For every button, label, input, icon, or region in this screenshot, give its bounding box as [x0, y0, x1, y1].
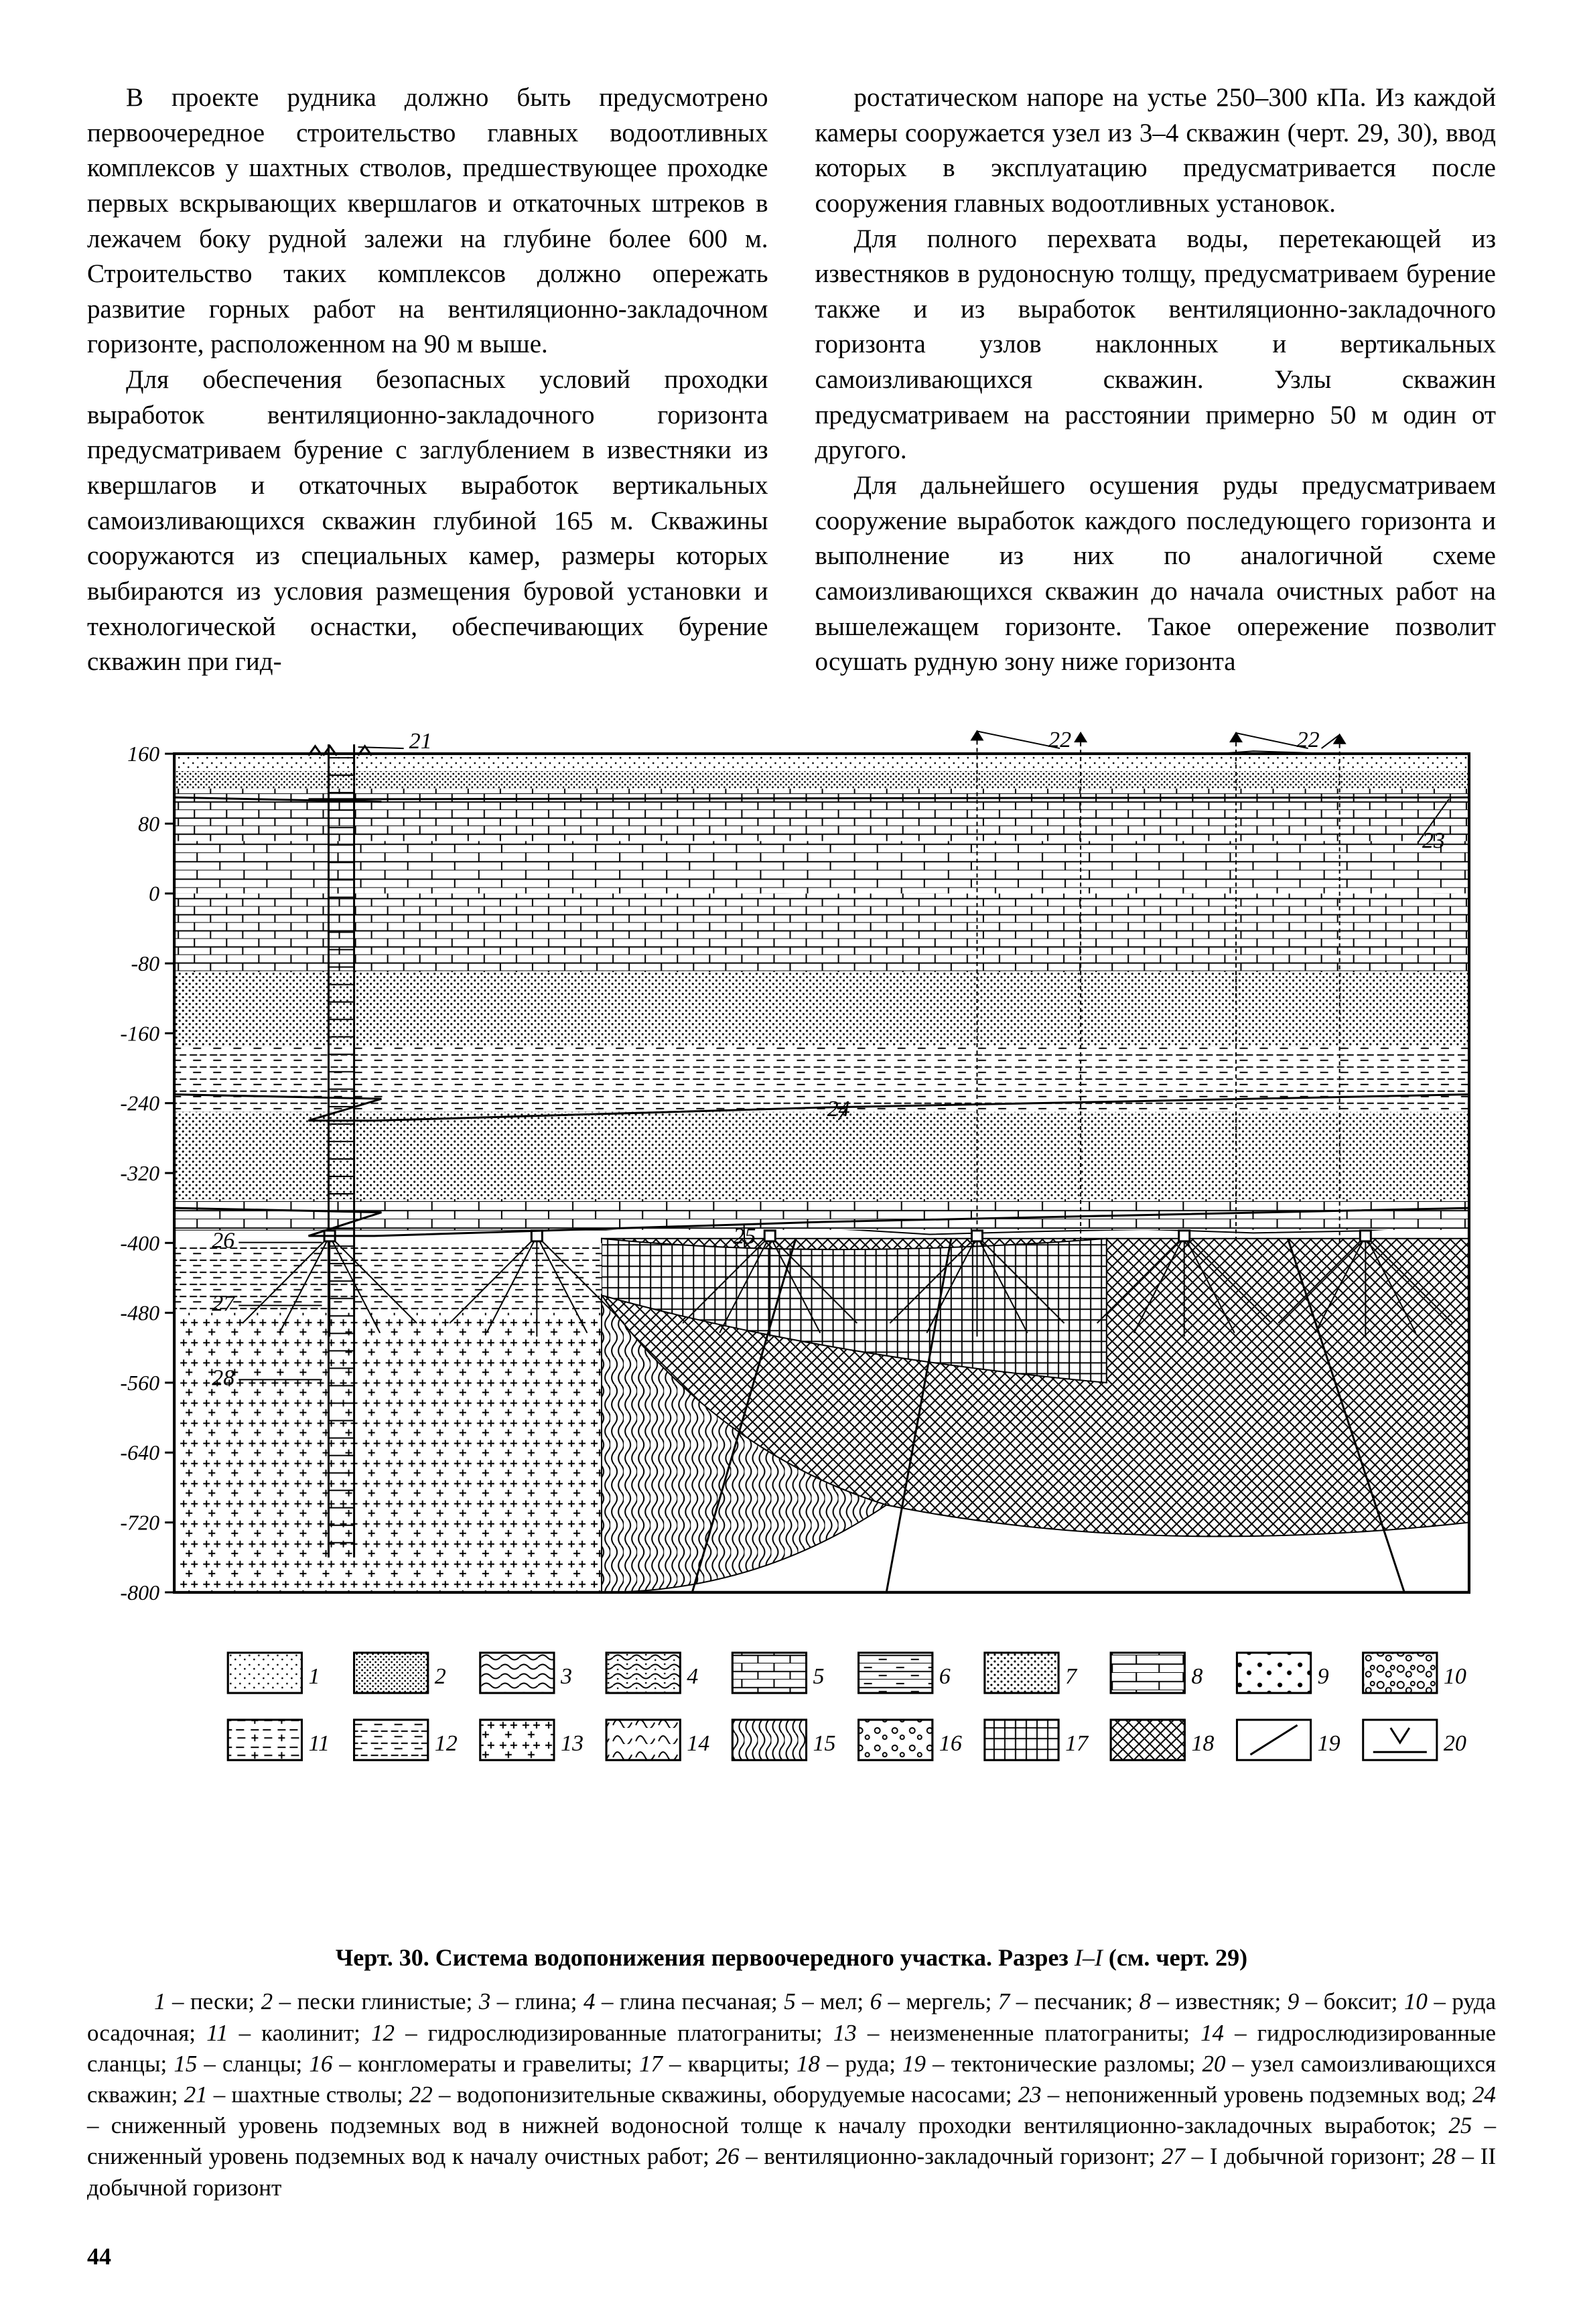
svg-text:17: 17 [1065, 1731, 1089, 1756]
svg-text:6: 6 [939, 1664, 951, 1689]
svg-text:-560: -560 [120, 1371, 159, 1395]
para-3: ростатическом напоре на устье 250–300 кП… [815, 80, 1497, 222]
figure-caption-title: Черт. 30. Система водопонижения первооче… [87, 1943, 1496, 1972]
svg-text:20: 20 [1444, 1731, 1466, 1756]
svg-text:12: 12 [435, 1731, 458, 1756]
svg-text:-400: -400 [120, 1231, 159, 1255]
svg-text:-240: -240 [120, 1091, 159, 1115]
svg-text:22: 22 [1297, 728, 1320, 752]
svg-text:4: 4 [687, 1664, 698, 1689]
svg-text:0: 0 [149, 882, 159, 906]
svg-text:18: 18 [1191, 1731, 1214, 1756]
svg-text:26: 26 [212, 1229, 234, 1253]
para-1: В проекте рудника должно быть предусмотр… [87, 80, 768, 362]
svg-text:2: 2 [435, 1664, 446, 1689]
svg-text:-80: -80 [131, 951, 159, 975]
svg-text:8: 8 [1191, 1664, 1202, 1689]
svg-text:22: 22 [1048, 728, 1071, 752]
body-columns: В проекте рудника должно быть предусмотр… [87, 80, 1496, 680]
svg-text:-720: -720 [120, 1510, 159, 1534]
para-2: Для обеспечения безопасных условий прохо… [87, 362, 768, 680]
svg-text:15: 15 [813, 1731, 836, 1756]
svg-text:28: 28 [212, 1365, 234, 1390]
caption-title-italic: I–I [1075, 1944, 1103, 1971]
cross-section-svg: 160 80 0 -80 -160 -240 -320 -400 -480 -560 -640 -72… [87, 713, 1496, 1915]
svg-text:-800: -800 [120, 1580, 159, 1604]
para-4: Для полного перехвата воды, перетекающей… [815, 222, 1497, 468]
figure-30: 160 80 0 -80 -160 -240 -320 -400 -480 -560 -640 -72… [87, 713, 1496, 1915]
svg-text:19: 19 [1318, 1731, 1340, 1756]
svg-text:3: 3 [560, 1664, 572, 1689]
svg-text:-320: -320 [120, 1161, 159, 1185]
para-5: Для дальнейшего осушения руды предусматр… [815, 468, 1497, 680]
caption-title-prefix: Черт. 30. Система водопонижения первооче… [336, 1944, 1075, 1971]
svg-text:14: 14 [687, 1731, 709, 1756]
svg-text:-480: -480 [120, 1301, 159, 1325]
svg-text:1: 1 [308, 1664, 320, 1689]
svg-text:7: 7 [1065, 1664, 1078, 1689]
column-right: ростатическом напоре на устье 250–300 кП… [815, 80, 1497, 680]
caption-title-suffix: (см. черт. 29) [1103, 1944, 1247, 1971]
svg-text:5: 5 [813, 1664, 825, 1689]
svg-text:13: 13 [561, 1731, 583, 1756]
svg-text:160: 160 [127, 742, 159, 766]
page-number: 44 [87, 2242, 1496, 2270]
svg-text:-640: -640 [120, 1440, 159, 1464]
svg-text:80: 80 [138, 811, 159, 835]
svg-text:11: 11 [308, 1731, 330, 1756]
figure-caption-body: 1 – пески; 2 – пески глинистые; 3 – глин… [87, 1986, 1496, 2203]
svg-text:16: 16 [939, 1731, 962, 1756]
svg-text:27: 27 [212, 1291, 236, 1316]
svg-text:10: 10 [1444, 1664, 1466, 1689]
svg-text:9: 9 [1318, 1664, 1329, 1689]
svg-text:-160: -160 [120, 1021, 159, 1045]
column-left: В проекте рудника должно быть предусмотр… [87, 80, 768, 680]
svg-text:21: 21 [409, 729, 432, 754]
